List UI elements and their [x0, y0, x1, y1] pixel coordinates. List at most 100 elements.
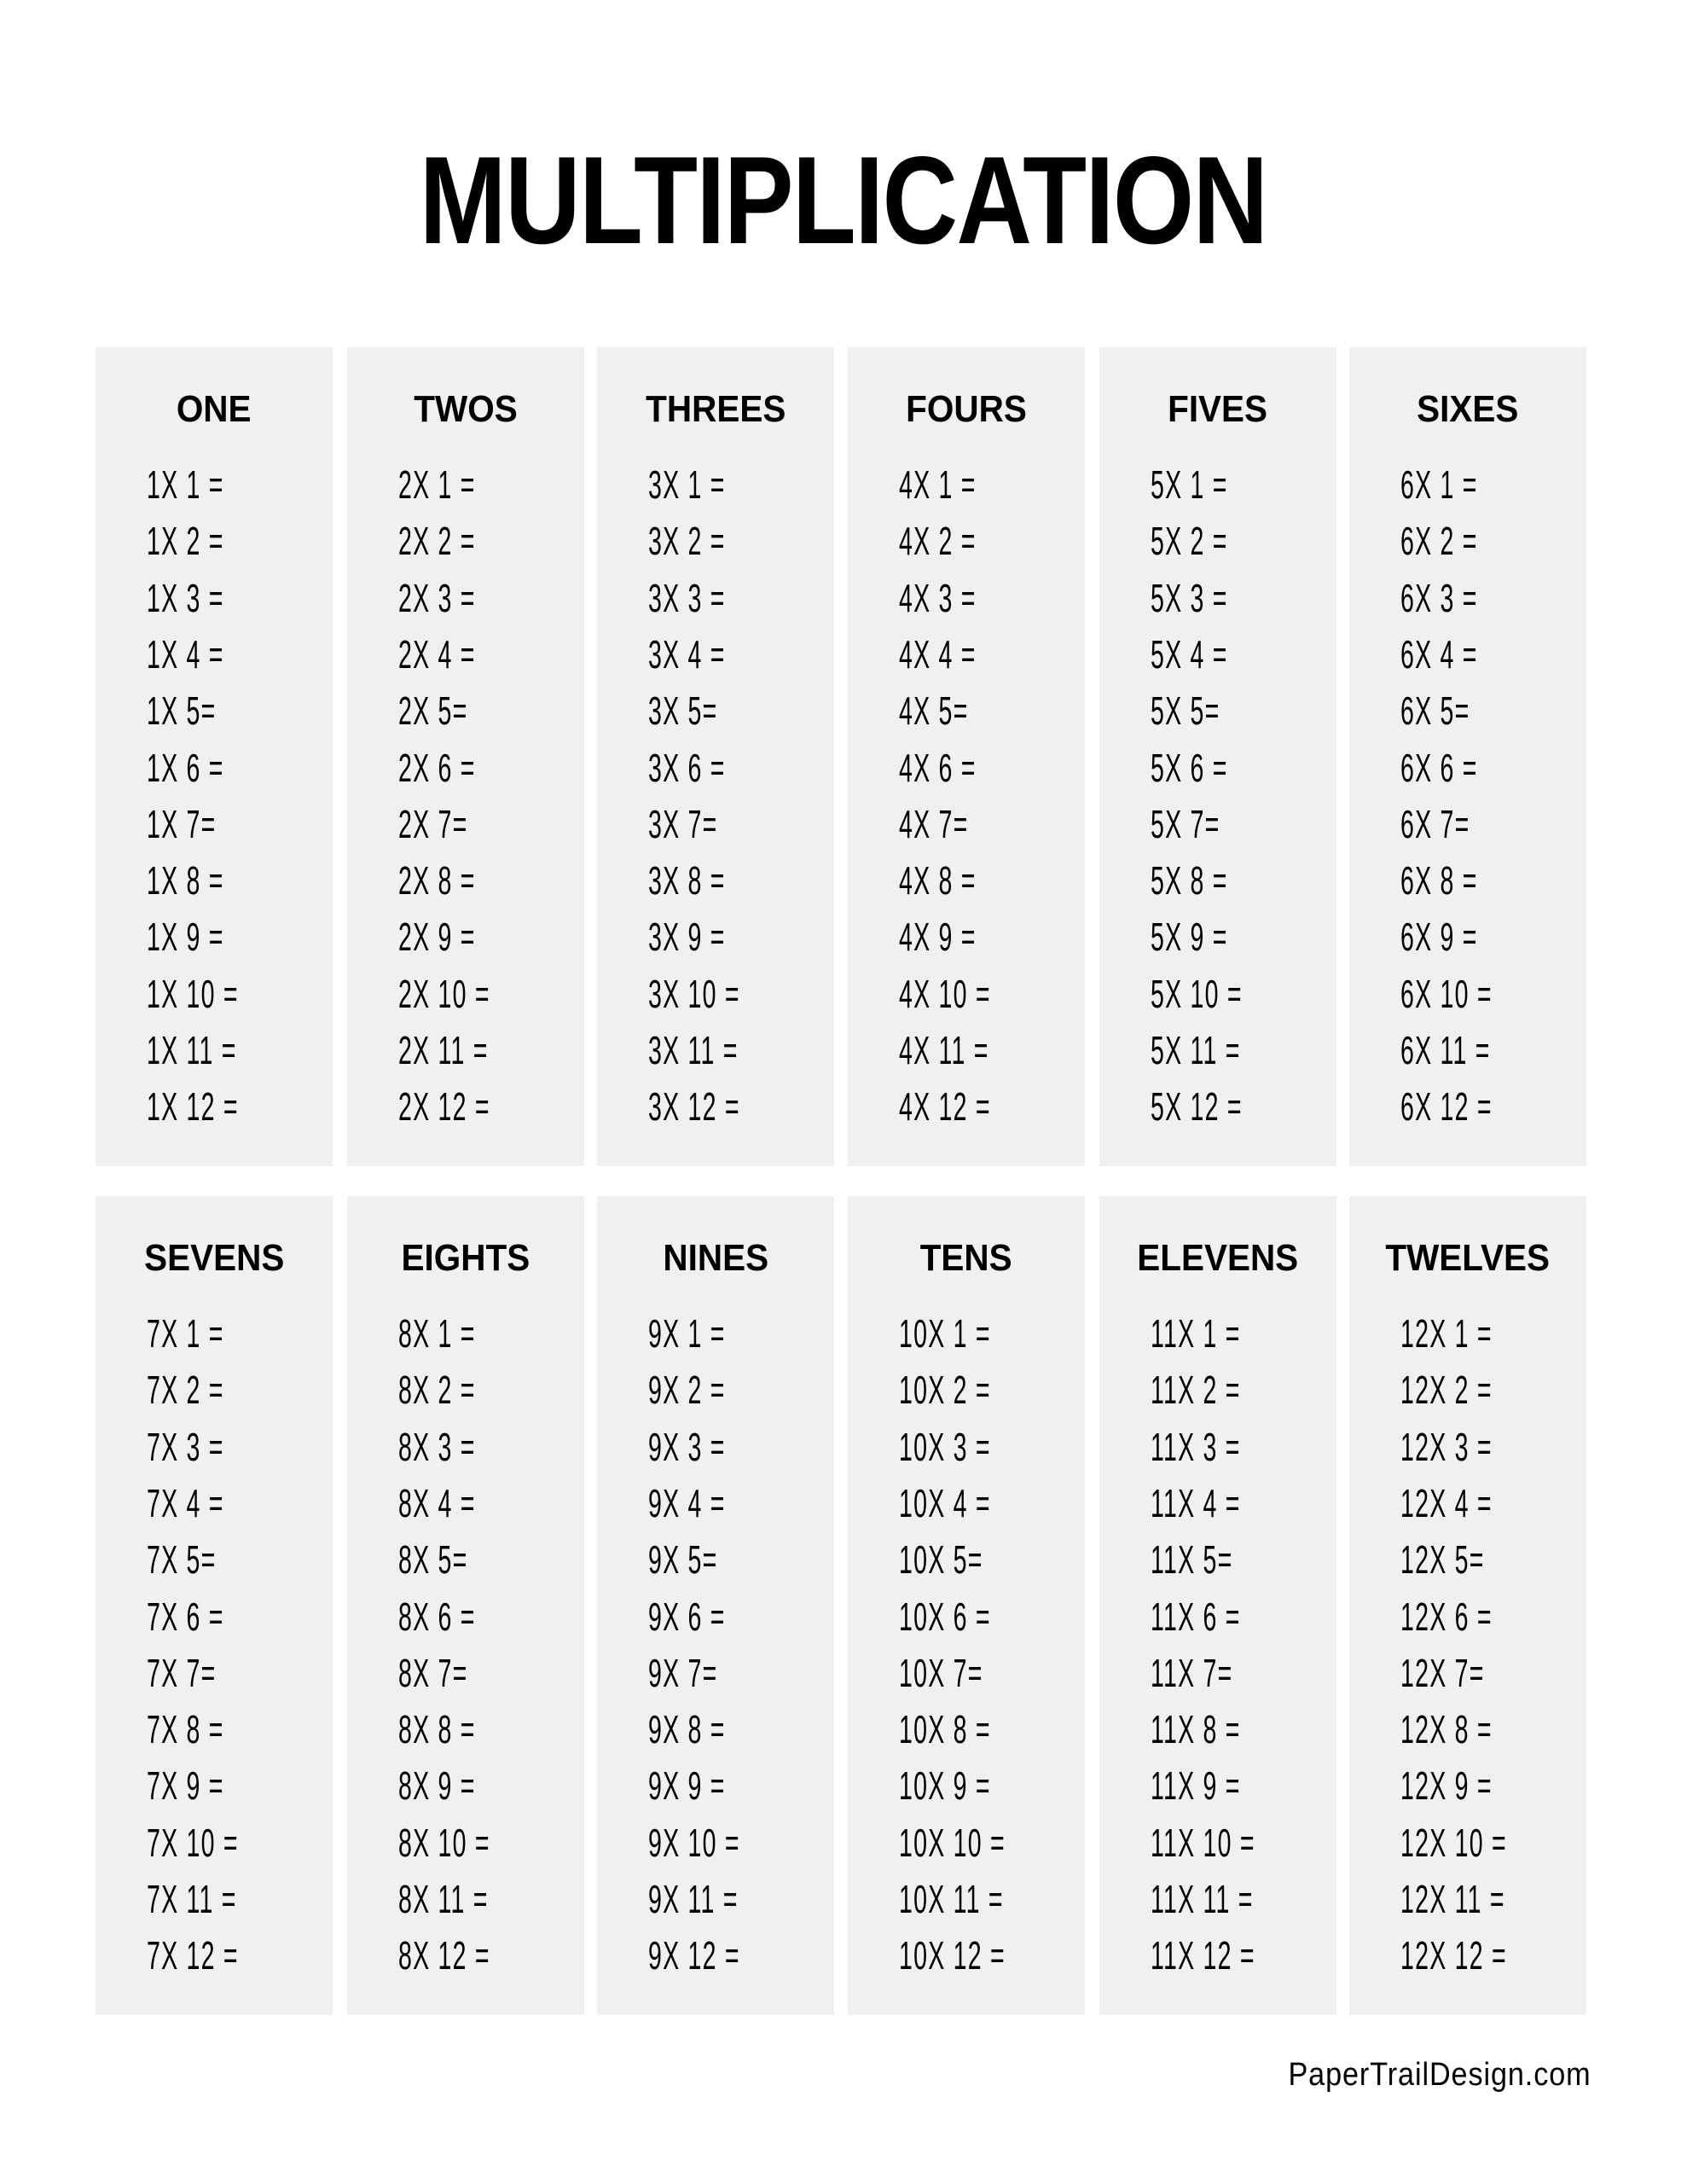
- table-heading: NINES: [663, 1237, 768, 1279]
- equation-row: 4X 9 =: [899, 915, 977, 960]
- footer-website: PaperTrailDesign.com: [1288, 2057, 1591, 2093]
- times-table-sevens: SEVENS 7X 1 = 7X 2 = 7X 3 = 7X 4 = 7X 5= 7X 6 …: [96, 1196, 333, 2015]
- times-table-one: ONE 1X 1 = 1X 2 = 1X 3 = 1X 4 = 1X 5= 1X 6 = 1X…: [96, 347, 333, 1166]
- equation-row: 11X 5=: [1151, 1537, 1233, 1583]
- equation-row: 8X 10 =: [398, 1820, 490, 1865]
- table-heading: FOURS: [906, 388, 1027, 430]
- equation-row: 5X 4 =: [1151, 631, 1228, 677]
- equation-row: 7X 7=: [147, 1650, 217, 1695]
- table-heading: EIGHTS: [401, 1237, 530, 1279]
- equation-row: 2X 8 =: [398, 858, 476, 903]
- equation-row: 9X 7=: [648, 1650, 718, 1695]
- equation-row: 7X 5=: [147, 1537, 217, 1583]
- equation-row: 11X 4 =: [1151, 1480, 1241, 1525]
- equation-row: 10X 9 =: [899, 1763, 991, 1809]
- equation-row: 4X 2 =: [899, 519, 977, 564]
- equation-row: 1X 9 =: [147, 915, 224, 960]
- equation-row: 3X 3 =: [648, 575, 726, 620]
- equation-row: 5X 11 =: [1151, 1028, 1241, 1072]
- equation-row: 2X 7=: [398, 801, 468, 846]
- equation-row: 4X 3 =: [899, 575, 977, 620]
- equation-row: 2X 12 =: [398, 1084, 490, 1130]
- equation-row: 1X 1 =: [147, 462, 224, 507]
- equation-row: 5X 10 =: [1151, 971, 1243, 1016]
- equation-row: 5X 8 =: [1151, 858, 1228, 903]
- equation-row: 3X 5=: [648, 688, 718, 734]
- equation-row: 1X 6 =: [147, 745, 224, 790]
- equation-row: 12X 4 =: [1400, 1480, 1493, 1525]
- equation-row: 5X 7=: [1151, 801, 1220, 846]
- equation-row: 4X 1 =: [899, 462, 977, 507]
- equation-row: 2X 3 =: [398, 575, 476, 620]
- equation-row: 6X 9 =: [1400, 915, 1478, 960]
- equation-row: 1X 7=: [147, 801, 217, 846]
- equation-row: 6X 3 =: [1400, 575, 1478, 620]
- equation-row: 10X 12 =: [899, 1933, 1006, 1978]
- equation-row: 4X 8 =: [899, 858, 977, 903]
- equation-row: 11X 2 =: [1151, 1368, 1241, 1413]
- equation-row: 3X 10 =: [648, 971, 740, 1016]
- equation-row: 11X 12 =: [1151, 1933, 1255, 1978]
- equation-row: 12X 10 =: [1400, 1820, 1507, 1865]
- table-heading: ONE: [177, 388, 252, 430]
- equation-row: 9X 3 =: [648, 1424, 726, 1469]
- equation-row: 9X 6 =: [648, 1594, 726, 1639]
- equation-row: 8X 8 =: [398, 1707, 476, 1752]
- equation-row: 9X 5=: [648, 1537, 718, 1583]
- equation-row: 12X 8 =: [1400, 1707, 1493, 1752]
- equation-row: 10X 3 =: [899, 1424, 991, 1469]
- page-title: MULTIPLICATION: [420, 131, 1268, 270]
- equation-row: 4X 11 =: [899, 1028, 989, 1072]
- equation-row: 2X 11 =: [398, 1028, 489, 1072]
- times-table-fours: FOURS 4X 1 = 4X 2 = 4X 3 = 4X 4 = 4X 5= 4X 6 =…: [848, 347, 1085, 1166]
- equation-row: 9X 4 =: [648, 1480, 726, 1525]
- equation-row: 3X 4 =: [648, 631, 726, 677]
- equation-row: 3X 2 =: [648, 519, 726, 564]
- table-heading: SIXES: [1417, 388, 1519, 430]
- equation-row: 5X 6 =: [1151, 745, 1228, 790]
- equation-row: 8X 5=: [398, 1537, 468, 1583]
- equation-row: 11X 7=: [1151, 1650, 1233, 1695]
- equation-row: 12X 1 =: [1400, 1311, 1493, 1356]
- equation-row: 2X 6 =: [398, 745, 476, 790]
- equation-row: 5X 1 =: [1151, 462, 1228, 507]
- equation-row: 4X 5=: [899, 688, 969, 734]
- equation-row: 2X 4 =: [398, 631, 476, 677]
- times-table-twelves: TWELVES 12X 1 = 12X 2 = 12X 3 = 12X 4 = 12X 5…: [1349, 1196, 1586, 2015]
- equation-row: 9X 8 =: [648, 1707, 726, 1752]
- equation-row: 4X 6 =: [899, 745, 977, 790]
- equation-row: 8X 11 =: [398, 1877, 489, 1921]
- equation-row: 9X 12 =: [648, 1933, 740, 1978]
- equation-row: 10X 4 =: [899, 1480, 991, 1525]
- equation-row: 2X 2 =: [398, 519, 476, 564]
- equation-row: 6X 1 =: [1400, 462, 1478, 507]
- times-table-tens: TENS 10X 1 = 10X 2 = 10X 3 = 10X 4 = 10X 5= 10…: [848, 1196, 1085, 2015]
- equation-row: 7X 2 =: [147, 1368, 224, 1413]
- equation-row: 1X 5=: [147, 688, 217, 734]
- equation-row: 10X 11 =: [899, 1877, 1004, 1921]
- equation-row: 8X 4 =: [398, 1480, 476, 1525]
- equation-row: 4X 7=: [899, 801, 969, 846]
- table-heading: THREES: [645, 388, 786, 430]
- equation-row: 9X 11 =: [648, 1877, 739, 1921]
- times-table-elevens: ELEVENS 11X 1 = 11X 2 = 11X 3 = 11X 4 = 11X 5…: [1099, 1196, 1336, 2015]
- equation-row: 8X 6 =: [398, 1594, 476, 1639]
- table-heading: TWELVES: [1385, 1237, 1551, 1279]
- equation-row: 3X 8 =: [648, 858, 726, 903]
- times-table-twos: TWOS 2X 1 = 2X 2 = 2X 3 = 2X 4 = 2X 5= 2X 6 = 2…: [347, 347, 584, 1166]
- equation-row: 1X 4 =: [147, 631, 224, 677]
- equation-row: 7X 1 =: [147, 1311, 224, 1356]
- equation-row: 2X 1 =: [398, 462, 476, 507]
- equation-row: 12X 12 =: [1400, 1933, 1507, 1978]
- equation-row: 5X 9 =: [1151, 915, 1228, 960]
- equation-row: 1X 12 =: [147, 1084, 239, 1130]
- equation-row: 11X 10 =: [1151, 1820, 1255, 1865]
- equation-row: 6X 8 =: [1400, 858, 1478, 903]
- times-table-sixes: SIXES 6X 1 = 6X 2 = 6X 3 = 6X 4 = 6X 5= 6X 6 =…: [1349, 347, 1586, 1166]
- equation-row: 8X 3 =: [398, 1424, 476, 1469]
- equation-row: 6X 10 =: [1400, 971, 1493, 1016]
- equation-row: 3X 9 =: [648, 915, 726, 960]
- equation-row: 6X 12 =: [1400, 1084, 1493, 1130]
- equation-row: 5X 2 =: [1151, 519, 1228, 564]
- equation-row: 8X 9 =: [398, 1763, 476, 1809]
